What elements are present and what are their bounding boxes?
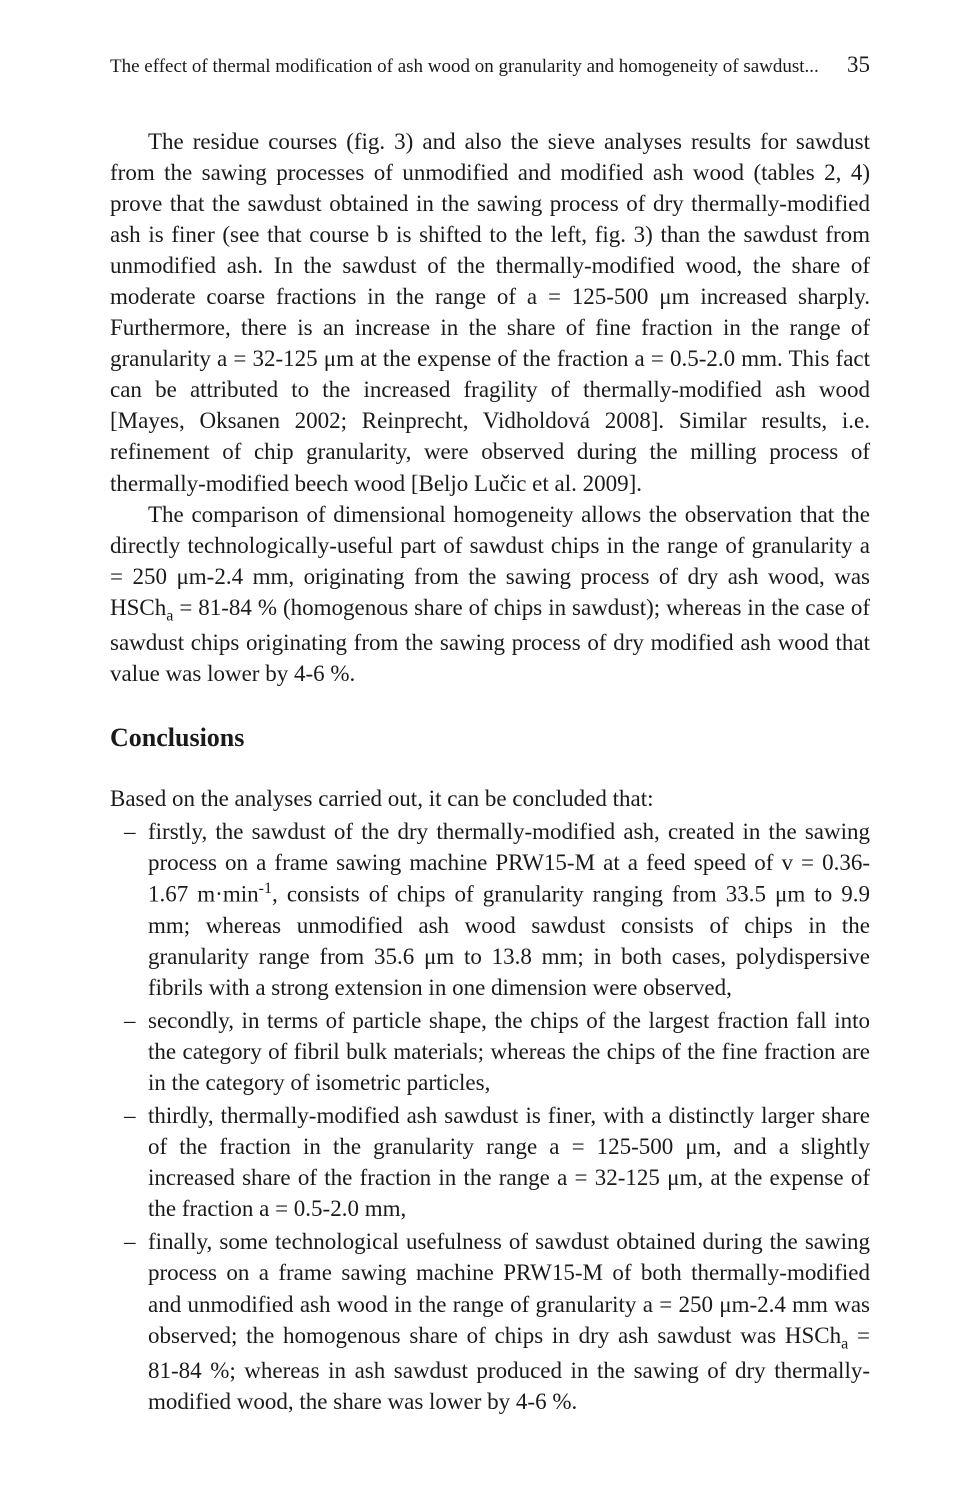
conclusions-intro: Based on the analyses carried out, it ca… [110,783,870,814]
conclusion-1-superscript: -1 [259,880,272,897]
conclusion-item-2: secondly, in terms of particle shape, th… [110,1005,870,1098]
page-number: 35 [847,52,870,78]
paragraph-2: The comparison of dimensional homogeneit… [110,499,870,690]
conclusion-4-pre: finally, some technological usefulness o… [148,1229,870,1347]
conclusion-item-4: finally, some technological usefulness o… [110,1226,870,1417]
running-title: The effect of thermal modification of as… [110,56,819,78]
conclusion-item-1: firstly, the sawdust of the dry thermall… [110,816,870,1003]
paragraph-2-post: = 81-84 % (homogenous share of chips in … [110,595,870,686]
conclusions-heading: Conclusions [110,723,870,753]
page-header: The effect of thermal modification of as… [110,52,870,78]
conclusion-item-3: thirdly, thermally-modified ash sawdust … [110,1100,870,1224]
conclusions-list: firstly, the sawdust of the dry thermall… [110,816,870,1417]
paragraph-1: The residue courses (fig. 3) and also th… [110,126,870,499]
